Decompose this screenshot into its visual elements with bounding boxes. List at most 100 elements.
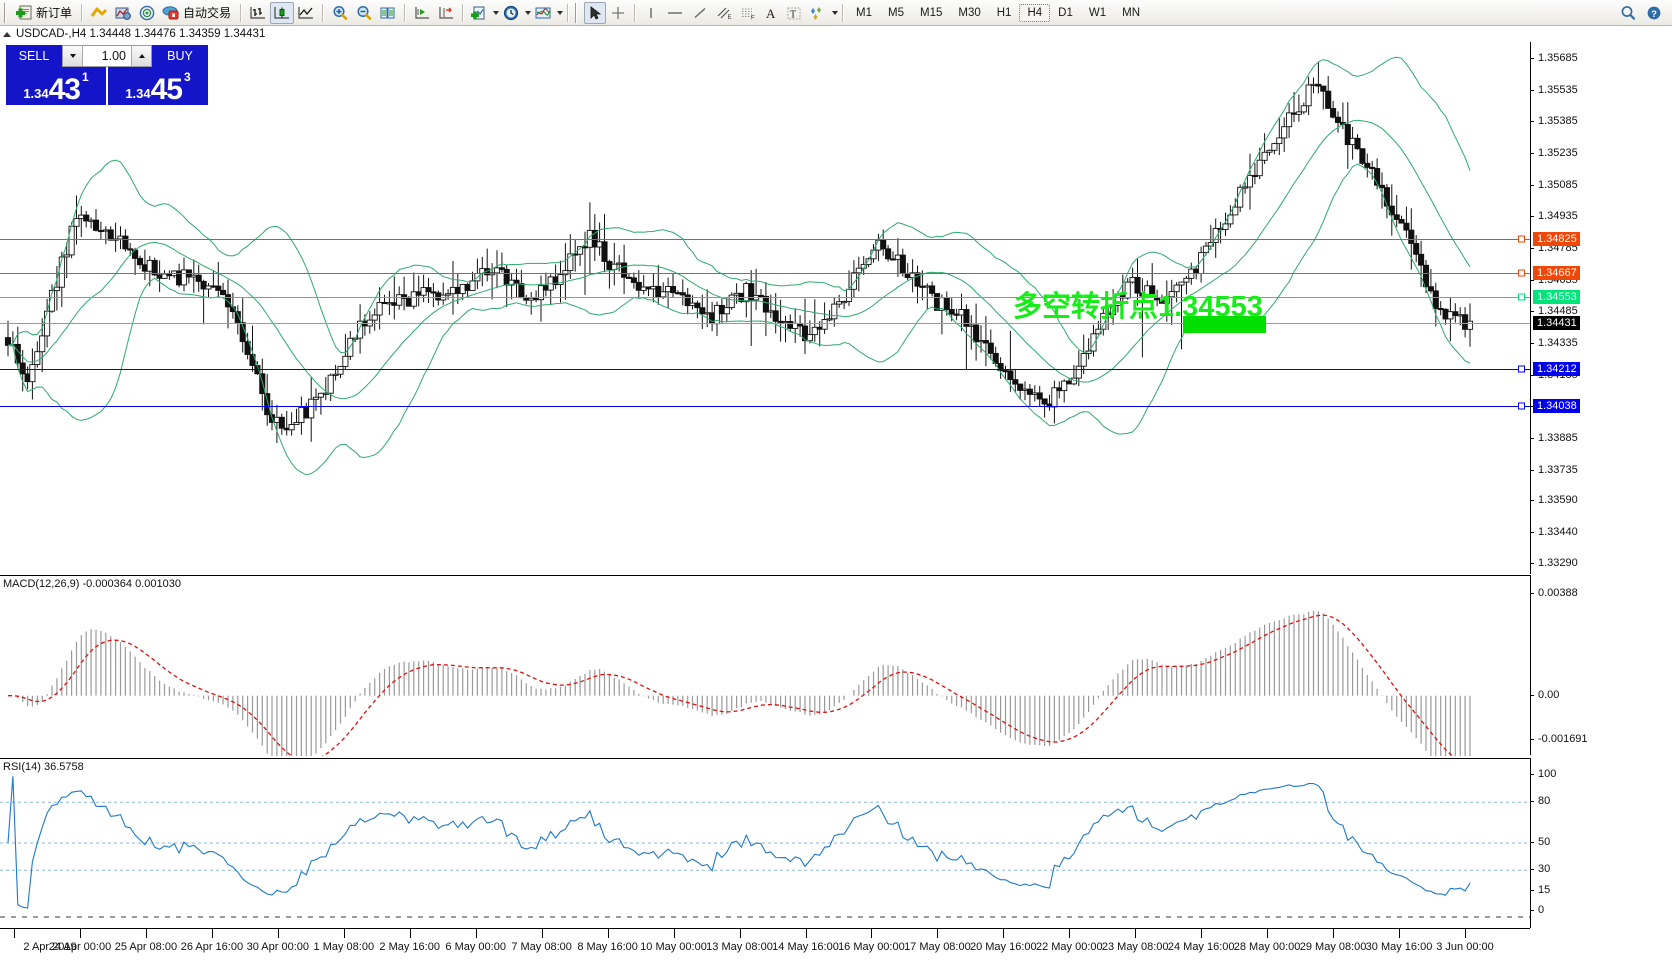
- time-axis-tick: [409, 928, 411, 938]
- time-axis-tick: [1069, 928, 1071, 938]
- new-order-button[interactable]: 新订单: [13, 2, 77, 24]
- help-button[interactable]: ?: [1642, 2, 1666, 24]
- signals-button[interactable]: [135, 2, 159, 24]
- data-window-button[interactable]: [111, 2, 135, 24]
- macd-axis[interactable]: 0.00388 0.00 -0.001691: [1530, 575, 1672, 755]
- timeframe-button-m1[interactable]: M1: [856, 6, 873, 19]
- volume-stepper[interactable]: 1.00: [62, 45, 152, 67]
- candlestick-type-button[interactable]: [270, 1, 295, 24]
- chart-shift-button[interactable]: [434, 2, 458, 24]
- line-chart-type-button[interactable]: [294, 2, 318, 24]
- timeframe-button-d1[interactable]: D1: [1058, 6, 1073, 19]
- timeframe-button-m30[interactable]: M30: [958, 6, 981, 19]
- toolbar-grip[interactable]: [3, 2, 10, 23]
- period-button[interactable]: [499, 2, 523, 24]
- timeframe-button-h4[interactable]: H4: [1019, 3, 1051, 22]
- symbol-info-text: USDCAD-,H4 1.34448 1.34476 1.34359 1.344…: [16, 28, 266, 40]
- price-level-tag[interactable]: 1.34431: [1533, 315, 1580, 330]
- macd-axis-label: 0.00: [1538, 688, 1560, 701]
- zoom-in-button[interactable]: [328, 2, 352, 24]
- horizontal-price-line[interactable]: [0, 368, 1530, 370]
- rsi-axis-tick: [1530, 774, 1534, 775]
- rsi-axis-tick: [1530, 801, 1534, 803]
- horizontal-line-button[interactable]: [662, 2, 688, 24]
- rsi-axis-label: 30: [1538, 863, 1551, 876]
- price-axis-label: 1.33440: [1538, 525, 1578, 538]
- price-line-handle[interactable]: [1518, 269, 1525, 277]
- shift-end-button[interactable]: [410, 2, 434, 24]
- rsi-axis[interactable]: 100 80 50 30 15 0: [1530, 758, 1672, 928]
- horizontal-price-line[interactable]: [0, 405, 1530, 407]
- indicators-icon: [535, 7, 551, 18]
- fibonacci-button[interactable]: F: [736, 2, 760, 24]
- horizontal-price-line[interactable]: [0, 322, 1530, 324]
- macd-pane[interactable]: MACD(12,26,9) -0.000364 0.001030: [0, 575, 1672, 756]
- price-line-handle[interactable]: [1518, 293, 1525, 301]
- text-button[interactable]: A: [760, 2, 782, 24]
- sell-price-display[interactable]: 1.34 43 1: [6, 67, 106, 105]
- zoom-out-button[interactable]: [352, 2, 376, 24]
- cursor-button[interactable]: [584, 1, 607, 24]
- one-click-trading-panel[interactable]: SELL 1.00 BUY 1.34 43 1 1.34 45 3: [6, 45, 208, 105]
- chevron-down-icon[interactable]: [832, 10, 839, 15]
- vertical-line-button[interactable]: [640, 2, 662, 24]
- timeframe-button-m5[interactable]: M5: [888, 6, 904, 19]
- chevron-down-icon[interactable]: [493, 10, 500, 15]
- time-axis-tick: [871, 928, 873, 938]
- price-level-tag[interactable]: 1.34553: [1533, 289, 1580, 304]
- price-level-tag[interactable]: 1.34212: [1533, 361, 1580, 376]
- drawing-toolbar-grip[interactable]: [574, 2, 582, 23]
- price-line-handle[interactable]: [1518, 235, 1525, 243]
- vline-icon: [650, 7, 652, 18]
- objects-list-button[interactable]: [806, 2, 830, 24]
- rsi-pane[interactable]: RSI(14) 36.5758: [0, 758, 1672, 928]
- equidistant-channel-button[interactable]: E: [712, 2, 736, 24]
- price-level-tag[interactable]: 1.34667: [1533, 265, 1580, 280]
- timeframe-button-h1[interactable]: H1: [996, 6, 1012, 19]
- price-level-tag[interactable]: 1.34825: [1533, 232, 1580, 247]
- horizontal-price-line[interactable]: [0, 272, 1530, 274]
- buy-button[interactable]: BUY: [152, 45, 208, 67]
- price-axis-tick: [1530, 279, 1534, 281]
- new-chart-button[interactable]: [468, 2, 491, 24]
- volume-value[interactable]: 1.00: [101, 49, 126, 63]
- new-chart-icon: [471, 6, 485, 19]
- volume-increase-button[interactable]: [131, 46, 151, 66]
- zoom-out-icon: [357, 5, 372, 20]
- bar-chart-type-button[interactable]: [246, 2, 270, 24]
- horizontal-price-line[interactable]: [0, 296, 1530, 298]
- price-line-handle[interactable]: [1518, 402, 1525, 409]
- signal-icon: [139, 5, 155, 20]
- price-line-handle[interactable]: [1518, 365, 1525, 373]
- period-separator-dots: [0, 916, 1530, 918]
- timeframe-button-w1[interactable]: W1: [1088, 6, 1107, 19]
- buy-price-display[interactable]: 1.34 45 3: [108, 67, 208, 105]
- collapse-triangle-icon[interactable]: [3, 31, 11, 37]
- sell-button[interactable]: SELL: [6, 45, 62, 67]
- charts-bar-button[interactable]: [87, 2, 111, 24]
- crosshair-button[interactable]: [606, 2, 630, 24]
- indicators-button[interactable]: [531, 2, 555, 24]
- svg-text:?: ?: [1651, 9, 1657, 20]
- time-axis[interactable]: 2 Apr 2019 24 Apr 00:00 25 Apr 08:00 26 Apr…: [0, 916, 1530, 968]
- label-button[interactable]: T: [782, 2, 806, 24]
- timeframe-button-m15[interactable]: M15: [920, 6, 943, 19]
- search-button[interactable]: [1616, 2, 1640, 24]
- price-pane[interactable]: [0, 42, 1672, 574]
- price-axis-label: 1.34335: [1538, 336, 1578, 349]
- trendline-button[interactable]: [688, 2, 712, 24]
- svg-text:E: E: [728, 15, 732, 21]
- price-axis[interactable]: 1.35685 1.35535 1.35385 1.35235 1.35085 1.349…: [1530, 42, 1672, 574]
- autotrading-button[interactable]: 自动交易: [159, 2, 236, 24]
- time-axis-label: 30 Apr 00:00: [246, 941, 309, 953]
- price-axis-tick: [1530, 374, 1534, 376]
- chart-area[interactable]: 多空转折点1.34553 MACD(12,26,9) -0.000364 0.0…: [0, 42, 1672, 953]
- timeframe-button-mn[interactable]: MN: [1122, 6, 1140, 19]
- chevron-down-icon[interactable]: [525, 10, 532, 15]
- chevron-down-icon[interactable]: [557, 10, 564, 15]
- timeframe-group: M1 M5 M15 M30 H1 H4 D1 W1 MN: [848, 3, 1148, 22]
- horizontal-price-line[interactable]: [0, 239, 1530, 241]
- price-level-tag[interactable]: 1.34038: [1533, 398, 1580, 413]
- tile-windows-button[interactable]: [376, 2, 400, 24]
- volume-decrease-button[interactable]: [63, 46, 83, 66]
